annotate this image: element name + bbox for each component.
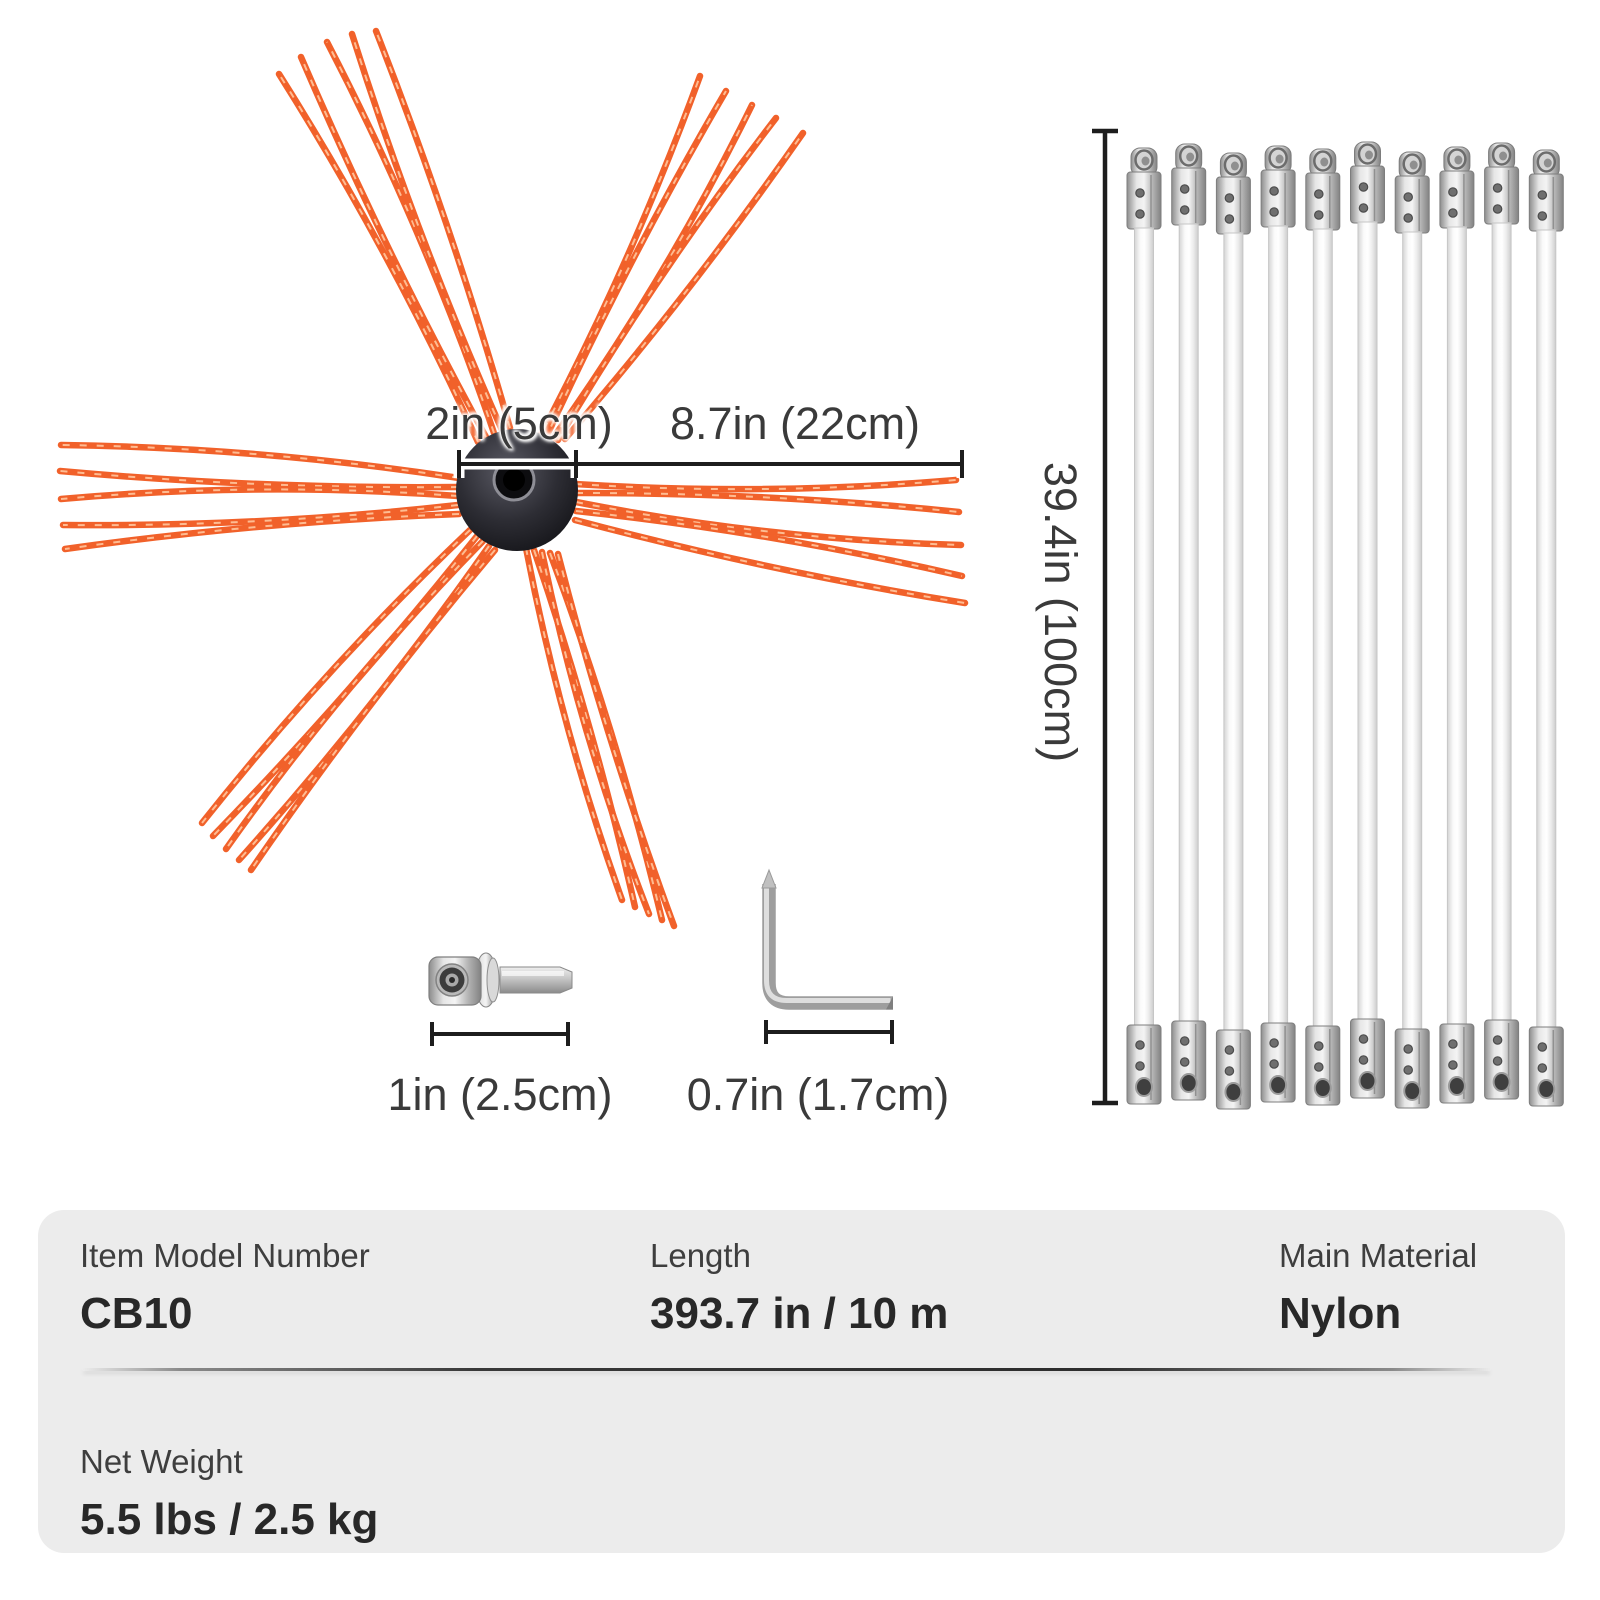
bristle-strand bbox=[235, 542, 493, 864]
spec-weight-label: Net Weight bbox=[80, 1443, 243, 1480]
bristle-strand bbox=[572, 489, 963, 516]
bristle-strand-highlight bbox=[201, 529, 471, 824]
bristle-strand-highlight bbox=[541, 551, 650, 915]
spec-panel: Item Model Number CB10 Length 393.7 in /… bbox=[38, 1210, 1565, 1553]
bristle-strand-highlight bbox=[326, 41, 495, 434]
brush-dimension-line bbox=[453, 450, 968, 478]
spec-material-value: Nylon bbox=[1279, 1288, 1402, 1338]
hex-key bbox=[761, 868, 893, 1010]
rod-length-label: 39.4in (100cm) bbox=[1035, 461, 1086, 763]
bristle-strand-highlight bbox=[225, 540, 484, 850]
bristle-strand-highlight bbox=[351, 33, 503, 431]
bristle-strand-highlight bbox=[574, 479, 957, 491]
rod bbox=[1393, 150, 1431, 1110]
bristle-strand bbox=[540, 87, 730, 446]
spec-material: Main Material Nylon bbox=[1279, 1236, 1477, 1340]
product-artwork bbox=[56, 27, 1565, 1111]
bristle-strand bbox=[546, 549, 666, 924]
bristle-strand-highlight bbox=[575, 510, 963, 577]
adapter-length-label: 1in (2.5cm) bbox=[387, 1069, 613, 1120]
bristle-strand-highlight bbox=[60, 444, 460, 479]
rod bbox=[1528, 148, 1565, 1108]
bristle-strand-highlight bbox=[575, 491, 960, 513]
bristle-strand-highlight bbox=[59, 470, 459, 489]
bristle-strand-highlight bbox=[278, 73, 479, 443]
bristle-strand-highlight bbox=[535, 75, 701, 445]
rod bbox=[1259, 144, 1297, 1104]
spec-length-label: Length bbox=[650, 1237, 751, 1274]
bristle-strand-highlight bbox=[375, 30, 511, 429]
bristle-strand bbox=[297, 53, 490, 441]
brush-bristles bbox=[56, 27, 969, 930]
spec-item-model: Item Model Number CB10 bbox=[80, 1236, 370, 1340]
bristle-strand-highlight bbox=[574, 519, 966, 604]
hexkey-size-label: 0.7in (1.7cm) bbox=[686, 1069, 950, 1120]
rod bbox=[1215, 151, 1252, 1111]
rod bbox=[1483, 141, 1520, 1101]
bristle-strand bbox=[198, 526, 474, 827]
bristle-length-label: 8.7in (22cm) bbox=[669, 398, 921, 449]
rod bbox=[1170, 142, 1207, 1102]
bristle-strand-highlight bbox=[543, 90, 727, 443]
spec-divider bbox=[82, 1368, 1491, 1371]
bristle-strand-highlight bbox=[557, 117, 777, 441]
bristle-strand bbox=[547, 101, 756, 445]
spec-item-model-label: Item Model Number bbox=[80, 1237, 370, 1274]
adapter-dimension-line bbox=[430, 1022, 570, 1046]
extension-rods bbox=[1125, 140, 1565, 1111]
bristle-strand-highlight bbox=[557, 553, 675, 927]
rod bbox=[1349, 140, 1386, 1100]
spec-weight: Net Weight 5.5 lbs / 2.5 kg bbox=[80, 1442, 378, 1546]
bristle-strand bbox=[323, 38, 498, 437]
spec-item-model-value: CB10 bbox=[80, 1288, 193, 1338]
spec-weight-value: 5.5 lbs / 2.5 kg bbox=[80, 1494, 379, 1544]
drill-adapter-bit bbox=[428, 952, 573, 1008]
bristle-strand bbox=[561, 129, 807, 443]
bristle-strand-highlight bbox=[575, 501, 962, 546]
rod bbox=[1125, 146, 1163, 1106]
rods-dimension-line bbox=[1092, 128, 1118, 1106]
bristle-strand bbox=[57, 486, 462, 503]
spec-material-label: Main Material bbox=[1279, 1237, 1478, 1274]
bristle-strand bbox=[247, 546, 499, 874]
hexkey-dimension-line bbox=[764, 1020, 894, 1044]
spec-length-value: 393.7 in / 10 m bbox=[650, 1288, 949, 1338]
bristle-strand-highlight bbox=[62, 504, 459, 527]
bristle-strand bbox=[209, 532, 481, 840]
bristle-strand-highlight bbox=[250, 549, 496, 871]
rod bbox=[1438, 145, 1476, 1105]
bristle-strand-highlight bbox=[60, 488, 459, 500]
hub-width-label: 2in (5cm) bbox=[425, 398, 613, 449]
bristle-strand-highlight bbox=[550, 104, 753, 442]
bristle-strand bbox=[275, 70, 482, 446]
bristle-strand-highlight bbox=[64, 513, 460, 550]
bristle-strand bbox=[538, 548, 653, 918]
bristle-strand bbox=[56, 467, 462, 491]
bristle-strand-highlight bbox=[300, 56, 487, 438]
bristle-strand bbox=[222, 537, 487, 853]
bristle-strand-highlight bbox=[564, 132, 804, 440]
spec-length: Length 393.7 in / 10 m bbox=[650, 1236, 948, 1340]
rod bbox=[1304, 147, 1342, 1107]
bristle-strand bbox=[522, 544, 626, 904]
